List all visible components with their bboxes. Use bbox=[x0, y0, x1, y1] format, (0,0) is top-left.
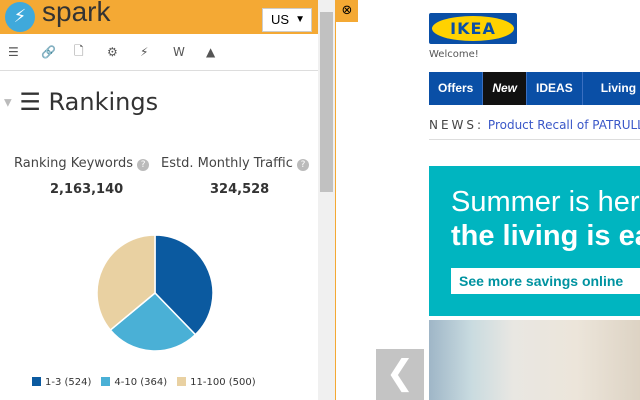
ikea-logo[interactable]: IKEA bbox=[429, 13, 517, 44]
nav-new[interactable]: New bbox=[483, 72, 528, 105]
legend-label: 4-10 (364) bbox=[114, 377, 168, 388]
spark-header: ⚡ spark US ▼ bbox=[0, 0, 318, 34]
flask-icon[interactable]: ▲ bbox=[206, 45, 216, 59]
country-value: US bbox=[271, 12, 290, 27]
news-bar: NEWS: Product Recall of PATRULL bbox=[429, 118, 640, 140]
carousel-prev-button[interactable]: ❮ bbox=[376, 349, 424, 400]
savings-button[interactable]: See more savings online bbox=[451, 268, 640, 294]
traffic-label: Estd. Monthly Traffic ? bbox=[161, 156, 309, 171]
legend-swatch bbox=[101, 377, 111, 386]
collapse-icon[interactable]: ▼ bbox=[4, 97, 12, 109]
legend-swatch bbox=[32, 377, 41, 386]
scrollbar-thumb[interactable] bbox=[320, 12, 333, 192]
kitchen-photo bbox=[429, 320, 640, 400]
legend-item[interactable]: 4-10 (364) bbox=[101, 377, 167, 388]
dropdown-arrow-icon: ▼ bbox=[295, 14, 305, 25]
lightbulb-icon: ⚡ bbox=[5, 2, 35, 32]
page-icon[interactable]: 🗋 bbox=[74, 43, 84, 58]
legend-item[interactable]: 1-3 (524) bbox=[32, 377, 91, 388]
settings-icon[interactable]: ⚙ bbox=[107, 45, 118, 59]
nav-ideas[interactable]: IDEAS bbox=[527, 72, 583, 105]
country-select[interactable]: US ▼ bbox=[262, 8, 312, 32]
news-label: NEWS: bbox=[429, 118, 485, 132]
section-title: Rankings bbox=[48, 88, 159, 116]
traffic-value: 324,528 bbox=[210, 182, 270, 197]
main-nav: Offers New IDEAS Living bbox=[429, 72, 640, 105]
news-link[interactable]: Product Recall of PATRULL bbox=[487, 118, 640, 132]
rankings-pie-chart bbox=[96, 234, 214, 352]
nav-living[interactable]: Living bbox=[583, 72, 640, 105]
list-icon: ☰ bbox=[19, 88, 41, 116]
rankings-icon[interactable]: ☰ bbox=[8, 45, 19, 59]
legend-label: 11-100 (500) bbox=[190, 377, 256, 388]
legend-item[interactable]: 11-100 (500) bbox=[177, 377, 256, 388]
spark-panel: ⚡ spark US ▼ ☰ 🔗 🗋 ⚙ ⚡ W ▲ ▼ ☰ Rankings R… bbox=[0, 0, 318, 400]
spark-logo: spark bbox=[42, 0, 111, 27]
keywords-label: Ranking Keywords ? bbox=[14, 156, 150, 171]
pie-slice-1[interactable] bbox=[154, 234, 214, 336]
legend-swatch bbox=[177, 377, 187, 386]
keywords-value: 2,163,140 bbox=[50, 182, 124, 197]
word-icon[interactable]: W bbox=[173, 45, 185, 59]
help-icon[interactable]: ? bbox=[137, 159, 150, 171]
panel-border bbox=[335, 0, 336, 400]
pie-slice-2[interactable] bbox=[109, 291, 197, 352]
help-icon[interactable]: ? bbox=[296, 159, 309, 171]
toolbar: ☰ 🔗 🗋 ⚙ ⚡ W ▲ bbox=[0, 34, 318, 71]
scrollbar[interactable] bbox=[318, 0, 335, 400]
section-header[interactable]: ▼ ☰ Rankings bbox=[4, 88, 158, 116]
welcome-text: Welcome! bbox=[429, 49, 479, 60]
legend-label: 1-3 (524) bbox=[45, 377, 92, 388]
lightning-icon[interactable]: ⚡ bbox=[140, 45, 149, 59]
banner-line2: the living is easy bbox=[451, 220, 640, 252]
chart-legend: 1-3 (524) 4-10 (364) 11-100 (500) bbox=[32, 377, 256, 388]
banner-line1: Summer is here bbox=[451, 186, 640, 218]
close-icon[interactable]: ⊗ bbox=[336, 0, 358, 22]
promo-banner[interactable]: Summer is here the living is easy See mo… bbox=[429, 166, 640, 316]
pie-slice-3[interactable] bbox=[96, 234, 156, 332]
nav-offers[interactable]: Offers bbox=[429, 72, 484, 105]
links-icon[interactable]: 🔗 bbox=[41, 45, 56, 59]
